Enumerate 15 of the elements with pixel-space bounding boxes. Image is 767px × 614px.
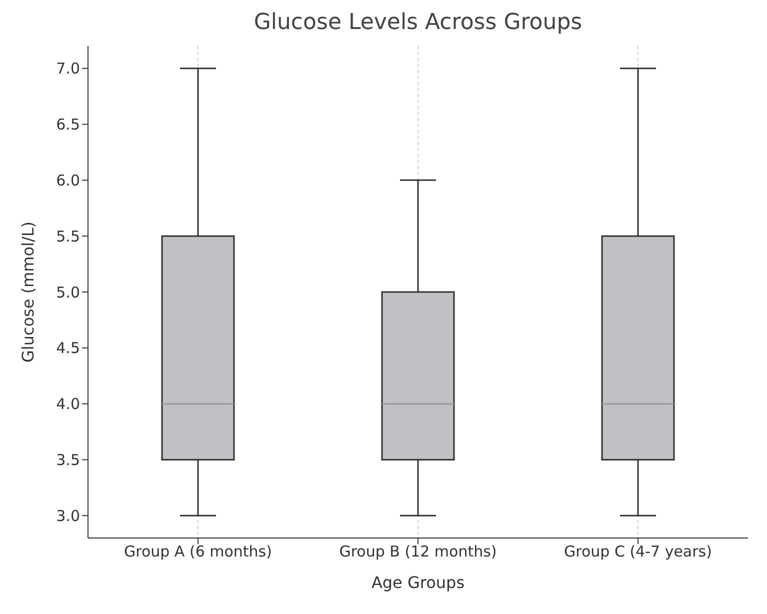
y-tick-label: 3.0 <box>56 506 80 525</box>
x-tick-label: Group C (4-7 years) <box>564 542 712 561</box>
y-tick-label: 4.5 <box>56 339 80 358</box>
x-axis-title: Age Groups <box>371 573 465 592</box>
y-tick-label: 6.5 <box>56 116 80 134</box>
y-axis-title: Glucose (mmol/L) <box>18 221 38 363</box>
y-tick-label: 4.0 <box>56 395 80 414</box>
x-tick-label: Group B (12 months) <box>339 542 497 561</box>
y-tick-label: 5.5 <box>56 227 80 246</box>
y-tick-label: 3.5 <box>56 451 80 470</box>
y-tick-label: 6.0 <box>56 172 80 190</box>
y-tick-label: 5.0 <box>56 283 80 302</box>
y-tick-label: 7.0 <box>56 60 80 78</box>
x-tick-label: Group A (6 months) <box>124 542 272 561</box>
chart-title: Glucose Levels Across Groups <box>252 9 584 37</box>
